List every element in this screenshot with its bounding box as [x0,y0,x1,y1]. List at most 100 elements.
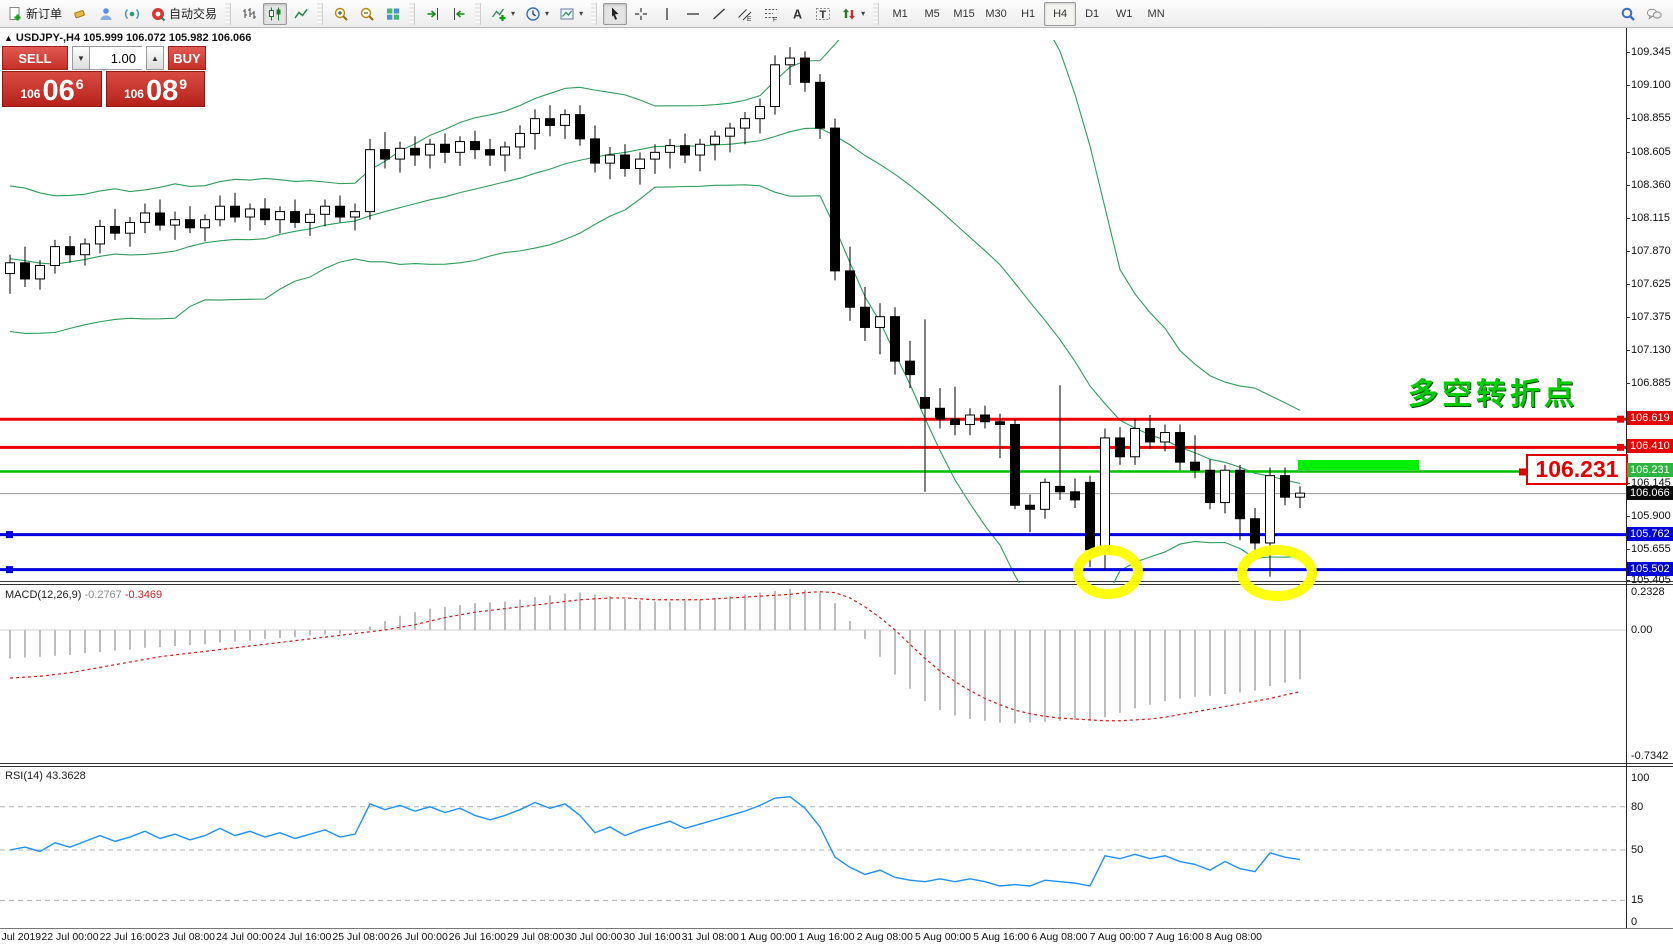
chevron-down-icon: ▾ [511,9,516,18]
price-tick-label: 105.405 [1631,574,1671,586]
profiles-button[interactable] [94,3,118,25]
circle-annotations[interactable] [1073,545,1317,601]
time-axis-label: 7 Aug 16:00 [1147,931,1204,943]
chevron-down-icon: ▾ [545,9,550,18]
horizontal-lines[interactable] [0,415,1626,574]
candle-body [485,149,495,156]
new-order-icon [9,6,21,20]
text-button[interactable]: A [785,3,809,25]
yellow-circle-annotation[interactable] [1237,545,1317,601]
rsi-splitter[interactable] [0,763,1673,767]
candle-body [770,64,780,108]
timeframe-m30-button[interactable]: M30 [985,7,1007,20]
timeframe-m1-button[interactable]: M1 [892,7,908,20]
candle-body [380,149,390,160]
timeframe-mn-button[interactable]: MN [1147,7,1165,20]
bars-button[interactable] [237,3,261,25]
timeframe-group: M1 M5 M15 M30 H1 H4 D1 W1 MN [882,0,1174,27]
time-axis-label: 26 Jul 00:00 [390,931,448,943]
hline-handle[interactable] [6,531,13,539]
candle-body [290,211,300,223]
price-tick [1626,350,1630,352]
templates-button[interactable]: ▾ [555,3,587,25]
quote-line: ▲ USDJPY-,H4 105.999 106.072 105.982 106.… [4,32,251,44]
candle-body [155,212,165,226]
candle-body [1040,481,1050,510]
candle-body [260,208,270,221]
new-order-button[interactable]: 新订单 [3,3,66,25]
volume-up-button[interactable]: ▲ [146,46,164,70]
toolbar-separator [873,2,880,25]
chat-button[interactable] [1642,3,1666,25]
hline-handle[interactable] [6,566,13,574]
toolbar-group-drawing: E F A T ▾ [600,0,872,27]
news-button[interactable] [120,3,144,25]
channel-button[interactable]: E [733,3,757,25]
price-tick-label: 107.375 [1631,311,1671,324]
periods-button[interactable]: ▾ [521,3,553,25]
zoom-in-icon [334,7,348,21]
macd-main-value: -0.2767 [84,589,122,601]
macd-splitter[interactable] [0,581,1673,585]
candles-layer [5,47,1305,577]
crosshair-button[interactable] [629,3,653,25]
tile-windows-button[interactable] [381,3,405,25]
pivot-annotation-text[interactable]: 多空转折点 [1408,378,1578,411]
indicators-button[interactable]: ▾ [487,3,519,25]
volume-down-button[interactable]: ▼ [72,46,90,70]
time-axis-label: 1 Aug 16:00 [798,931,855,943]
trendline-button[interactable] [707,3,731,25]
price-callout-box[interactable]: 106.231 [1526,454,1628,485]
crosshair-icon [635,7,648,20]
highlight-zone-rect[interactable] [1298,460,1419,470]
zoom-in-button[interactable] [329,3,353,25]
price-tick [1626,184,1630,186]
sell-button[interactable]: SELL [2,46,68,70]
quote-symbol: USDJPY-,H4 [15,32,81,44]
auto-scroll-button[interactable] [421,3,445,25]
price-line-label: 105.502 [1627,561,1673,576]
price-tick [1626,250,1630,252]
arrows-button[interactable]: ▾ [837,3,869,25]
buy-price[interactable]: 106 08 9 [106,71,205,107]
styler-button[interactable] [68,3,92,25]
rsi-scale-label: 0 [1631,916,1638,928]
hline-handle[interactable] [1617,415,1624,423]
macd-panel [0,589,1626,724]
candles-button[interactable] [263,2,288,25]
buy-button[interactable]: BUY [168,46,206,70]
search-button[interactable] [1616,3,1640,25]
timeframe-h4-button[interactable]: H4 [1044,1,1077,26]
text-label-button[interactable]: T [811,3,835,25]
vline-button[interactable] [655,3,679,25]
chart-shift-button[interactable] [447,3,471,25]
timeframe-m15-button[interactable]: M15 [953,7,975,20]
sell-price[interactable]: 106 06 6 [2,71,102,107]
candle-body [95,225,105,245]
timeframe-w1-button[interactable]: W1 [1115,7,1133,20]
timeframe-d1-button[interactable]: D1 [1085,7,1100,20]
cursor-button[interactable] [603,2,628,25]
fibonacci-button[interactable]: F [759,3,783,25]
volume-input[interactable] [90,46,142,70]
hline-handle[interactable] [1617,443,1624,451]
candle-body [5,262,15,275]
yellow-circle-annotation[interactable] [1073,545,1143,599]
candle-body [890,316,900,362]
main-toolbar: 新订单 自动交易 ▾ ▾ ▾ E F A T ▾ M1 M5 M15 M30 H1 H4 D1 W1 MN [0,0,1673,28]
autotrade-button[interactable]: 自动交易 [146,3,221,25]
candle-body [515,132,525,148]
toolbar-separator [317,2,324,25]
line-button[interactable] [289,3,313,25]
price-tick [1626,580,1630,581]
timeframe-m5-button[interactable]: M5 [924,7,940,20]
timeframe-h1-button[interactable]: H1 [1021,7,1036,20]
quote-direction-icon: ▲ [4,33,13,43]
line-chart-icon [294,8,308,18]
eraser-icon [74,9,85,18]
candle-body [1205,469,1215,504]
zoom-out-button[interactable] [355,3,379,25]
profile-icon [100,7,112,20]
hline-button[interactable] [681,3,705,25]
